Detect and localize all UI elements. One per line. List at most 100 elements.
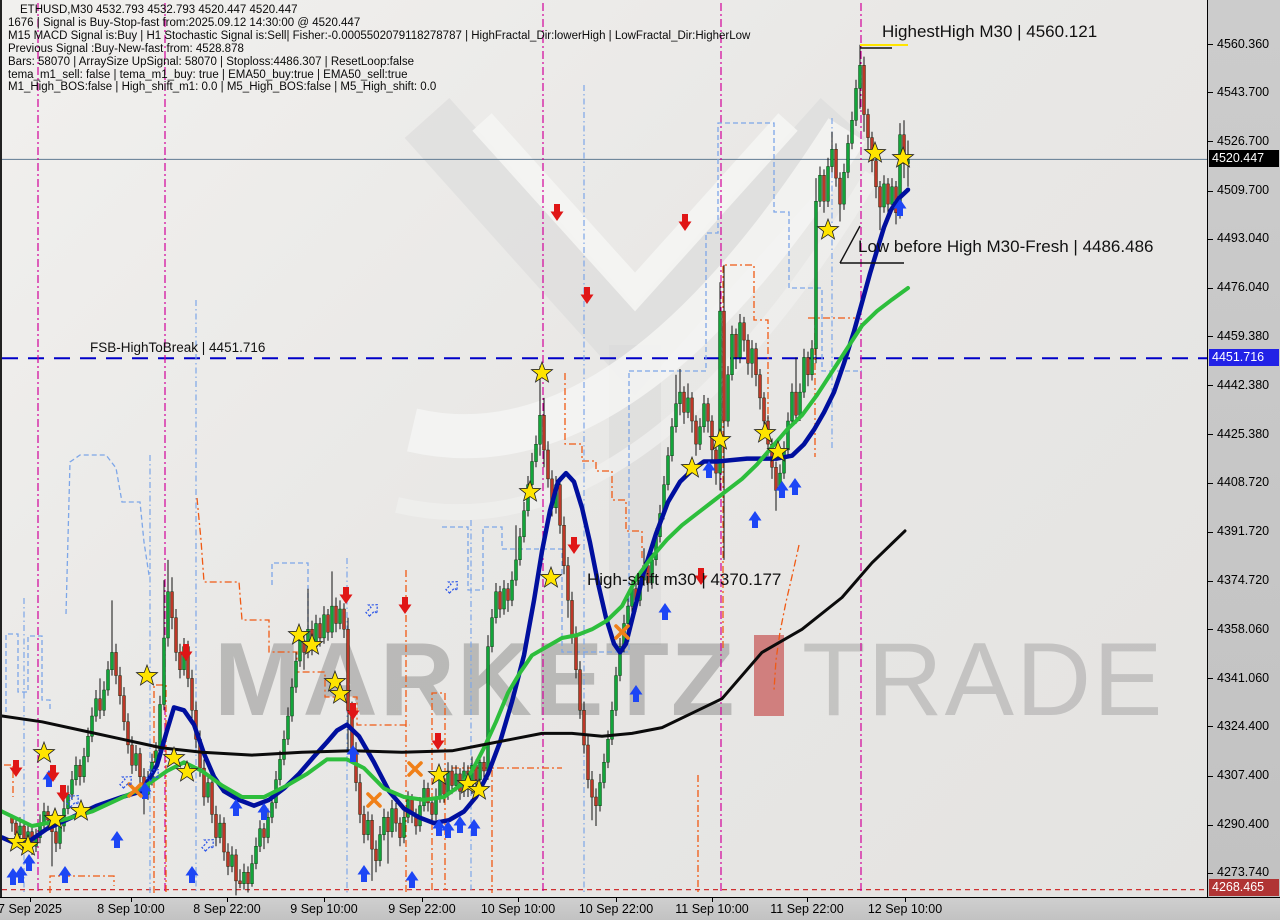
info-line: ETHUSD,M30 4532.793 4532.793 4520.447 45… — [20, 4, 298, 16]
price-tick-mark — [1208, 873, 1213, 874]
star-signal-icon — [135, 663, 159, 686]
price-tick-mark — [1208, 288, 1213, 289]
price-tick-label: 4408.720 — [1217, 475, 1270, 489]
star-signal-icon — [816, 217, 840, 240]
info-line: M1_High_BOS:false | High_shift_m1: 0.0 |… — [8, 81, 437, 94]
tema-fast-line — [2, 187, 911, 849]
time-tick-mark — [518, 898, 519, 902]
annotation-highest-high: HighestHigh M30 | 4560.121 — [882, 22, 1098, 41]
star-signal-icon — [708, 427, 732, 450]
price-tick-label: 4358.060 — [1217, 622, 1270, 636]
price-tick-mark — [1208, 483, 1213, 484]
price-tick-label: 4425.380 — [1217, 427, 1270, 441]
time-tick-mark — [131, 898, 132, 902]
price-tick-label: 4374.720 — [1217, 573, 1270, 587]
sell-arrow-icon — [9, 760, 23, 777]
vertical-lines-layer — [23, 3, 862, 893]
time-tick-label: 9 Sep 10:00 — [290, 902, 358, 916]
buy-arrow-icon — [138, 782, 152, 799]
price-tick-label: 4273.740 — [1217, 865, 1270, 879]
star-signal-icon — [530, 360, 554, 383]
price-tick-label: 4341.060 — [1217, 671, 1270, 685]
x-signal-icon — [407, 761, 423, 777]
star-signal-icon — [287, 622, 311, 645]
star-signal-icon — [16, 833, 40, 856]
star-signal-icon — [175, 759, 199, 782]
price-tick-mark — [1208, 336, 1213, 337]
buy-arrow-icon — [432, 819, 446, 836]
symbol-info-block: ETHUSD,M30 4532.793 4532.793 4520.447 45… — [8, 4, 1158, 94]
buy-arrow-icon — [185, 866, 199, 883]
buy-arrow-icon — [405, 871, 419, 888]
buy-arrow-icon — [788, 478, 802, 495]
buy-arrow-icon — [775, 481, 789, 498]
star-signal-icon — [69, 798, 93, 821]
buy-arrow-icon — [629, 685, 643, 702]
price-tick-mark — [1208, 141, 1213, 142]
chart-plot-area[interactable]: MARKETZ TRADE ETHUSD,M30 4532.793 4532.7… — [0, 0, 1207, 897]
time-tick-mark — [324, 898, 325, 902]
time-axis[interactable]: 7 Sep 2025 8 Sep 10:00 8 Sep 22:00 9 Sep 10… — [0, 897, 1280, 920]
price-axis[interactable]: 4560.360 4543.700 4526.700 4509.700 4493.040… — [1207, 0, 1280, 897]
buy-arrow-icon — [346, 745, 360, 762]
buy-arrow-icon — [6, 868, 20, 885]
sell-arrow-icon — [339, 587, 353, 604]
buy-arrow-icon — [467, 819, 481, 836]
price-chip-current: 4520.447 — [1209, 150, 1279, 167]
time-tick-label: 11 Sep 22:00 — [770, 902, 844, 916]
buy-arrow-icon — [357, 865, 371, 882]
star-signal-icon — [5, 829, 29, 852]
price-tick-mark — [1208, 385, 1213, 386]
star-signal-icon — [680, 455, 704, 478]
time-tick-label: 12 Sep 10:00 — [867, 902, 943, 916]
time-tick-label: 10 Sep 10:00 — [480, 902, 556, 916]
price-tick-mark — [1208, 825, 1213, 826]
breakout-arrow-icon — [146, 769, 159, 782]
breakout-arrow-icon — [119, 776, 132, 789]
time-tick-mark — [30, 898, 31, 902]
price-tick-label: 4543.700 — [1217, 85, 1270, 99]
tema-mid-line — [2, 286, 910, 828]
breakout-arrow-icon — [365, 604, 378, 617]
breakout-arrow-icon — [201, 839, 214, 852]
annotation-fsb-high-to-break: FSB-HighToBreak | 4451.716 — [90, 340, 266, 355]
price-chip-fsb: 4451.716 — [1209, 349, 1279, 366]
price-tick-label: 4290.400 — [1217, 817, 1270, 831]
price-tick-label: 4391.720 — [1217, 524, 1270, 538]
time-tick-mark — [712, 898, 713, 902]
price-tick-label: 4493.040 — [1217, 231, 1270, 245]
chart-canvas[interactable] — [2, 0, 1207, 897]
buy-arrow-icon — [229, 799, 243, 816]
x-signal-icon — [614, 624, 630, 640]
star-signal-icon — [43, 806, 67, 829]
info-line: Bars: 58070 | ArraySize UpSignal: 58070 … — [8, 55, 414, 68]
ema50-slow-line — [2, 529, 907, 757]
buy-arrow-icon — [257, 803, 271, 820]
star-signal-icon — [891, 145, 915, 168]
buy-arrow-icon — [441, 821, 455, 838]
sell-arrow-icon — [56, 785, 70, 802]
sell-arrow-icon — [179, 644, 193, 661]
annotation-callout-line — [839, 225, 861, 264]
fractal-band-blue-layer — [5, 122, 862, 712]
sell-arrow-icon — [398, 597, 412, 614]
annotation-low-before-high: Low before High M30-Fresh | 4486.486 — [858, 237, 1154, 256]
price-tick-label: 4324.400 — [1217, 719, 1270, 733]
x-signal-icon — [366, 792, 382, 808]
price-tick-mark — [1208, 726, 1213, 727]
price-tick-label: 4560.360 — [1217, 37, 1270, 51]
price-tick-mark — [1208, 678, 1213, 679]
time-tick-mark — [227, 898, 228, 902]
sell-arrow-icon — [694, 568, 708, 585]
sell-arrow-icon — [550, 204, 564, 221]
x-signal-icon — [127, 782, 143, 798]
sell-arrow-icon — [431, 733, 445, 750]
price-tick-label: 4442.380 — [1217, 378, 1270, 392]
sell-arrow-icon — [46, 765, 60, 782]
price-tick-label: 4307.400 — [1217, 768, 1270, 782]
price-tick-label: 4509.700 — [1217, 183, 1270, 197]
time-tick-mark — [807, 898, 808, 902]
info-line: M15 MACD Signal is:Buy | H1 Stochastic S… — [8, 29, 751, 42]
info-line: tema_m1_sell: false | tema_m1_buy: true … — [8, 68, 408, 81]
